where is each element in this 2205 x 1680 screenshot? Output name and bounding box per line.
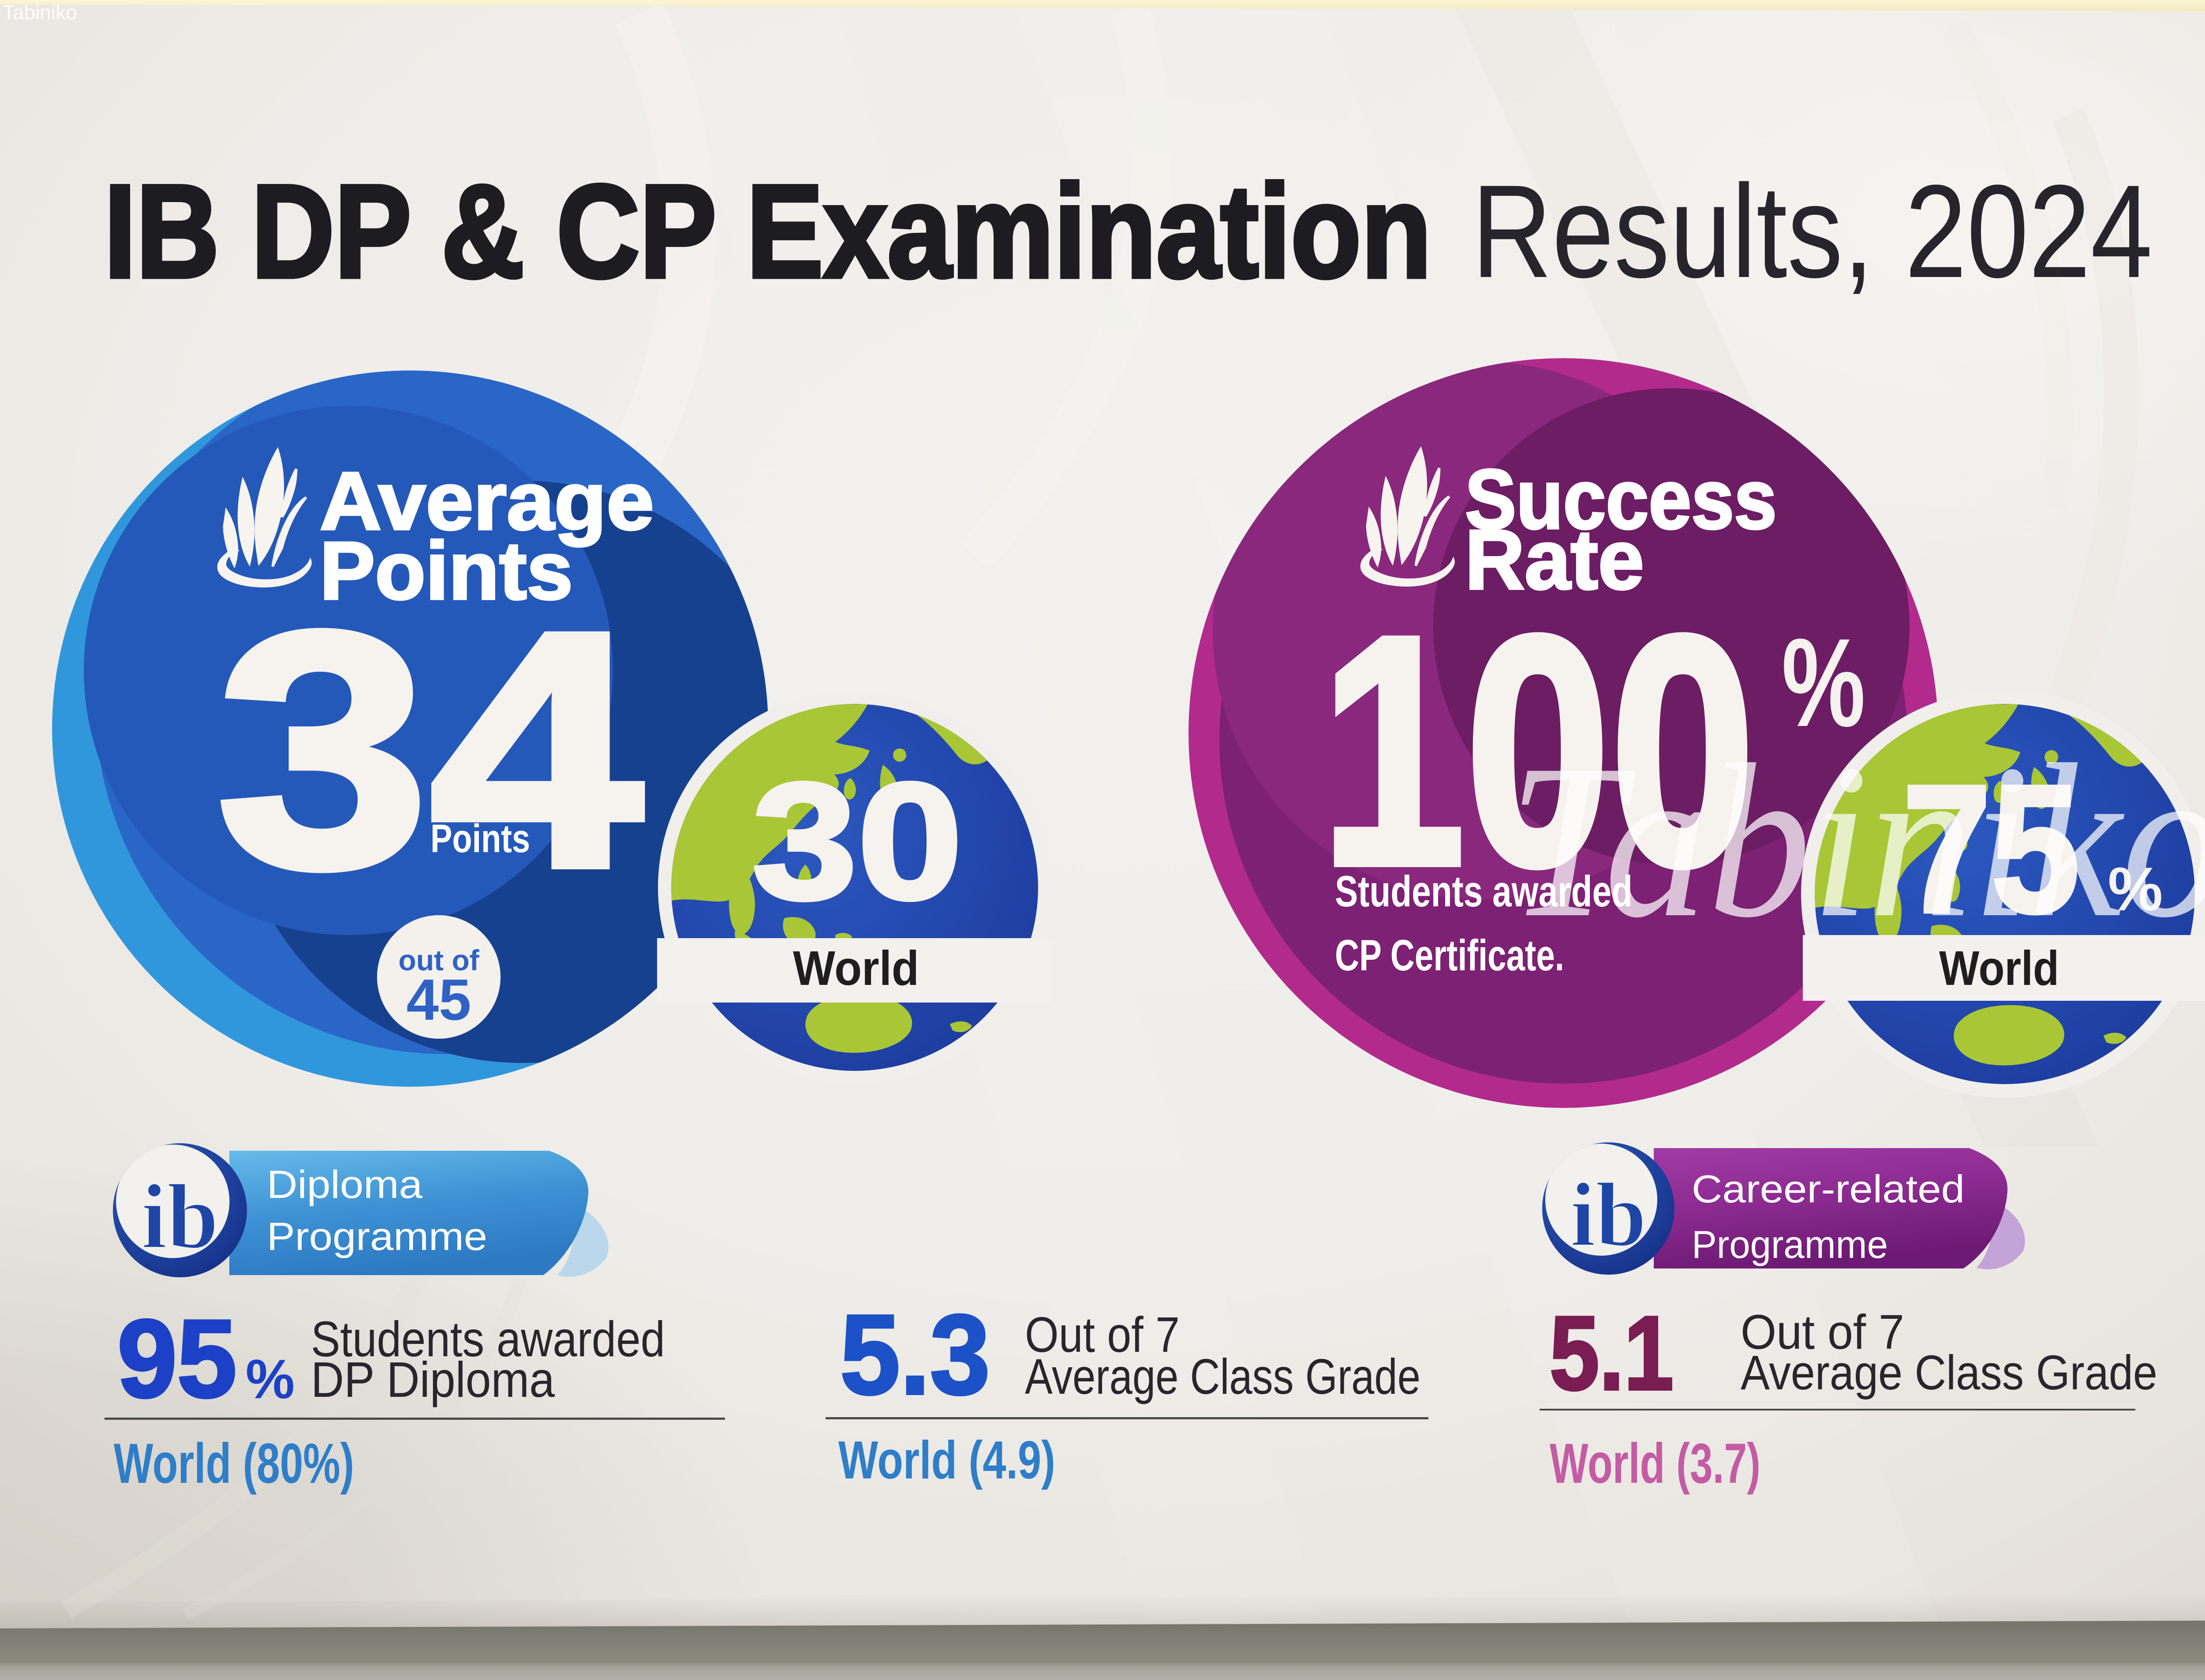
svg-text:Tabiniko: Tabiniko	[3, 1, 77, 24]
svg-text:Points: Points	[430, 817, 530, 861]
svg-text:Programme: Programme	[1692, 1223, 1888, 1266]
svg-text:5.1: 5.1	[1550, 1295, 1674, 1412]
svg-text:World: World	[1939, 941, 2059, 995]
svg-text:Rate: Rate	[1465, 512, 1644, 607]
svg-text:Success: Success	[1465, 452, 1777, 546]
svg-text:out of: out of	[398, 944, 479, 977]
svg-text:Out of 7: Out of 7	[1025, 1307, 1180, 1362]
svg-text:Tabiniko: Tabiniko	[1508, 719, 2205, 963]
svg-text:30: 30	[752, 748, 963, 934]
svg-text:Points: Points	[320, 525, 573, 617]
svg-text:World (80%): World (80%)	[114, 1432, 354, 1495]
svg-text:95: 95	[117, 1297, 237, 1421]
svg-text:75: 75	[1902, 748, 2080, 950]
svg-text:Students awarded: Students awarded	[1335, 867, 1633, 916]
svg-text:Career-related: Career-related	[1692, 1167, 1965, 1211]
svg-text:World: World	[793, 941, 919, 995]
svg-text:DP Diploma: DP Diploma	[311, 1352, 555, 1407]
svg-text:IB DP & CP Examination: IB DP & CP Examination	[104, 157, 1431, 305]
svg-text:%: %	[2108, 854, 2163, 924]
svg-text:Diploma: Diploma	[267, 1162, 423, 1206]
svg-text:34: 34	[216, 562, 646, 937]
svg-text:World (3.7): World (3.7)	[1550, 1432, 1760, 1495]
svg-text:Students awarded: Students awarded	[311, 1311, 665, 1367]
svg-text:Programme: Programme	[267, 1214, 487, 1258]
svg-text:5.3: 5.3	[840, 1291, 990, 1418]
svg-text:%: %	[1782, 613, 1865, 753]
svg-text:CP Certificate.: CP Certificate.	[1335, 931, 1564, 980]
svg-text:Average Class Grade: Average Class Grade	[1741, 1346, 2157, 1400]
svg-text:100: 100	[1320, 568, 1755, 933]
svg-text:%: %	[246, 1349, 295, 1410]
svg-text:Out of 7: Out of 7	[1741, 1305, 1904, 1359]
svg-text:Average Class Grade: Average Class Grade	[1025, 1349, 1420, 1404]
svg-text:World (4.9): World (4.9)	[838, 1430, 1055, 1490]
svg-text:45: 45	[407, 967, 471, 1032]
svg-text:Results, 2024: Results, 2024	[1472, 157, 2153, 305]
svg-text:Average: Average	[320, 456, 654, 547]
